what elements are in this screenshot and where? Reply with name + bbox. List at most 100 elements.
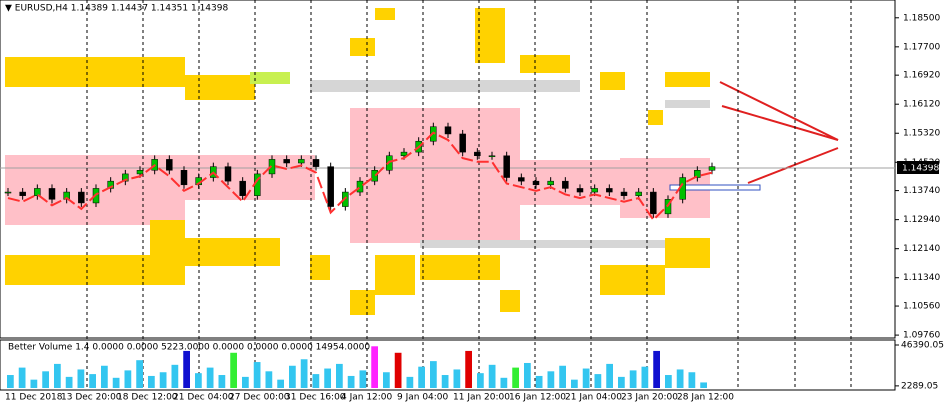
volume-bar bbox=[159, 372, 167, 388]
y-tick-label: 2289.05 bbox=[901, 381, 938, 391]
candle bbox=[444, 126, 452, 135]
volume-bar bbox=[277, 379, 284, 388]
volume-bar bbox=[465, 350, 472, 388]
moving-average bbox=[7, 131, 713, 222]
zone bbox=[5, 57, 185, 87]
zone bbox=[600, 72, 625, 90]
volume-bar bbox=[230, 352, 237, 388]
x-tick-label: 4 Jan 12:00 bbox=[341, 393, 393, 403]
volume-bar bbox=[18, 367, 26, 388]
candle bbox=[63, 191, 70, 200]
volume-bar bbox=[253, 362, 261, 388]
volume-bar bbox=[571, 379, 578, 388]
zone bbox=[250, 72, 290, 84]
y-tick-label: 1.11340 bbox=[903, 273, 940, 283]
zone bbox=[310, 255, 330, 280]
candle bbox=[356, 180, 364, 193]
volume-bar bbox=[30, 379, 38, 388]
volume-bar bbox=[171, 364, 179, 388]
y-tick-label: 1.09760 bbox=[903, 331, 940, 341]
x-tick-label: 11 Jan 20:00 bbox=[453, 393, 510, 403]
candle bbox=[650, 191, 657, 215]
zone bbox=[420, 240, 680, 248]
zone bbox=[648, 110, 663, 125]
x-tick-label: 9 Jan 04:00 bbox=[397, 393, 449, 403]
x-tick-label: 27 Dec 00:00 bbox=[229, 393, 290, 403]
candle bbox=[474, 151, 481, 156]
volume-bar bbox=[629, 370, 637, 388]
zone bbox=[475, 8, 505, 63]
volume-bar bbox=[535, 375, 543, 388]
volume-bar bbox=[148, 375, 155, 388]
x-tick-label: 16 Jan 12:00 bbox=[509, 393, 566, 403]
x-tick-label: 18 Dec 12:00 bbox=[117, 393, 178, 403]
volume-bar bbox=[406, 376, 414, 388]
volume-bar bbox=[394, 352, 402, 388]
candle bbox=[694, 170, 701, 178]
volume-bar bbox=[653, 350, 660, 388]
trend-line bbox=[721, 105, 839, 141]
candle bbox=[107, 180, 114, 189]
y-tick-label: 1.13740 bbox=[903, 186, 940, 196]
volume-bar bbox=[688, 372, 696, 388]
header: ▼ EURUSD,H4 1.14389 1.14437 1.14351 1.14… bbox=[5, 4, 228, 14]
volume-bar bbox=[183, 350, 190, 388]
candle bbox=[547, 180, 554, 186]
candle bbox=[488, 155, 496, 157]
candle bbox=[298, 159, 305, 164]
volume-bar bbox=[218, 375, 226, 388]
volume-bar bbox=[618, 376, 625, 388]
volume-bar bbox=[65, 376, 73, 388]
candle bbox=[503, 155, 510, 178]
volume-bar bbox=[101, 365, 108, 388]
volume-bar bbox=[77, 369, 85, 388]
zone bbox=[600, 265, 665, 295]
y-tick-label: 1.17700 bbox=[903, 42, 940, 52]
drawn-lines bbox=[719, 81, 839, 184]
volume-bar bbox=[641, 366, 649, 388]
zone bbox=[665, 72, 710, 87]
candle bbox=[635, 191, 642, 196]
y-tick-label: 1.12140 bbox=[903, 244, 940, 254]
zone bbox=[420, 255, 500, 280]
volume-bar bbox=[606, 363, 613, 388]
volume-bar bbox=[441, 375, 449, 388]
y-tick-label: 1.15320 bbox=[903, 129, 940, 139]
volume-bar bbox=[289, 365, 296, 388]
y-tick-label: 1.16120 bbox=[903, 100, 940, 110]
candle bbox=[371, 170, 378, 182]
candle bbox=[532, 180, 540, 186]
candle bbox=[327, 166, 334, 207]
y-tick-label: 1.18500 bbox=[903, 13, 940, 23]
price-tag bbox=[897, 161, 939, 174]
volume-bar bbox=[700, 382, 707, 388]
candle bbox=[224, 166, 232, 182]
volume-bar bbox=[371, 346, 378, 388]
volume-bar bbox=[512, 367, 519, 388]
zone bbox=[150, 220, 185, 260]
x-tick-label: 21 Dec 04:00 bbox=[173, 393, 234, 403]
volume-bar bbox=[7, 375, 14, 388]
volume-bar bbox=[430, 361, 437, 388]
volume-bar bbox=[500, 377, 508, 388]
candle bbox=[136, 170, 144, 175]
zone bbox=[520, 55, 570, 73]
trend-line bbox=[747, 147, 839, 184]
volume-bar bbox=[547, 371, 555, 388]
zone bbox=[350, 38, 375, 56]
volume-bar bbox=[54, 363, 61, 388]
volume-bar bbox=[42, 371, 49, 388]
x-tick-label: 11 Dec 2018 bbox=[5, 393, 63, 403]
x-tick-label: 13 Dec 20:00 bbox=[61, 393, 122, 403]
candle bbox=[166, 159, 173, 171]
candle bbox=[518, 177, 525, 182]
volume-bar bbox=[206, 367, 214, 388]
candle bbox=[606, 188, 613, 193]
volume-bar bbox=[336, 363, 343, 388]
volume-bar bbox=[582, 368, 590, 388]
marker-box bbox=[669, 184, 761, 191]
trend-line bbox=[719, 81, 839, 141]
volume-bar bbox=[676, 369, 684, 388]
candle bbox=[239, 180, 246, 196]
